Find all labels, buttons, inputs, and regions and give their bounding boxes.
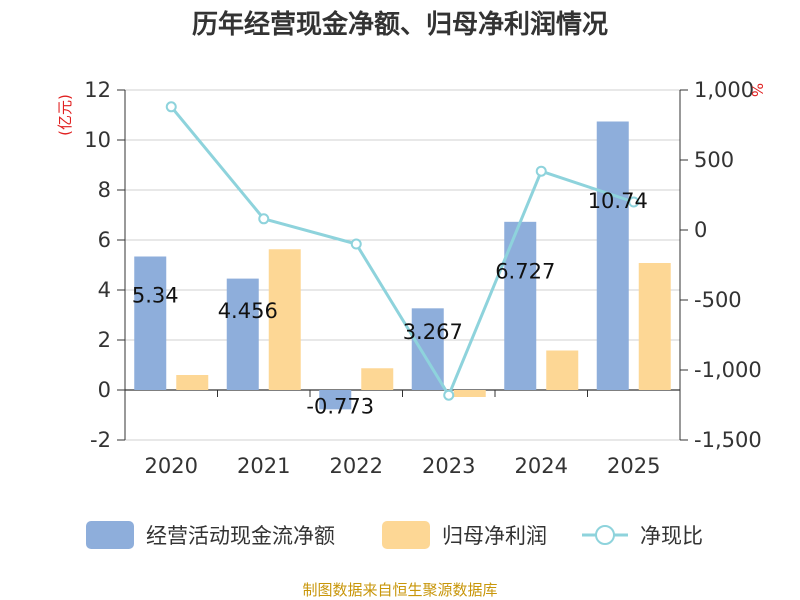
category-label: 2021 bbox=[237, 454, 290, 478]
legend-swatch-net-profit bbox=[382, 521, 430, 549]
left-tick-label: 2 bbox=[98, 328, 111, 352]
line-point bbox=[258, 213, 270, 225]
left-tick-label: 4 bbox=[98, 278, 111, 302]
legend[interactable]: 经营活动现金流净额 归母净利润 净现比 bbox=[86, 521, 703, 549]
left-tick-label: -2 bbox=[90, 428, 111, 452]
right-tick-label: -1,500 bbox=[694, 428, 762, 452]
bar-data-label: 5.34 bbox=[132, 284, 179, 308]
data-labels: 5.34 4.456 -0.773 3.267 6.727 10.74 bbox=[132, 189, 648, 418]
bar bbox=[546, 350, 579, 390]
left-tick-label: 12 bbox=[84, 78, 111, 102]
bar-data-label: 3.267 bbox=[403, 320, 463, 344]
legend-swatch-operating-cash bbox=[86, 521, 134, 549]
bar-data-label: 6.727 bbox=[495, 259, 555, 283]
line-point bbox=[535, 165, 547, 177]
category-label: 2020 bbox=[145, 454, 198, 478]
bars bbox=[134, 121, 671, 410]
legend-label-ratio: 净现比 bbox=[640, 524, 703, 548]
legend-label-net-profit: 归母净利润 bbox=[442, 524, 547, 548]
category-label: 2024 bbox=[515, 454, 568, 478]
legend-marker-ratio bbox=[595, 525, 615, 545]
bar-data-label: 4.456 bbox=[218, 299, 278, 323]
category-label: 2022 bbox=[330, 454, 383, 478]
bar bbox=[134, 256, 167, 390]
right-tick-label: 1,000 bbox=[694, 78, 754, 102]
bar bbox=[226, 278, 259, 390]
bar bbox=[638, 263, 671, 390]
bar bbox=[176, 375, 209, 390]
right-axis-unit: % bbox=[748, 83, 766, 97]
bar bbox=[361, 368, 394, 390]
left-tick-label: 10 bbox=[84, 128, 111, 152]
line-point bbox=[350, 238, 362, 250]
legend-label-operating-cash: 经营活动现金流净额 bbox=[146, 524, 335, 548]
left-axis-unit: (亿元) bbox=[56, 94, 74, 136]
right-tick-label: 500 bbox=[694, 148, 734, 172]
bar bbox=[268, 249, 301, 390]
bar-data-label: 10.74 bbox=[588, 189, 648, 213]
source-note: 制图数据来自恒生聚源数据库 bbox=[302, 581, 497, 599]
axes: -2 0 2 4 6 8 10 12 -1,500 -1,000 -500 0 500 1,000 (亿元)… bbox=[56, 78, 766, 478]
left-tick-label: 0 bbox=[98, 378, 111, 402]
line-path bbox=[170, 105, 635, 397]
bar bbox=[453, 390, 486, 397]
right-tick-label: -1,000 bbox=[694, 358, 762, 382]
category-label: 2023 bbox=[422, 454, 475, 478]
bar bbox=[596, 121, 629, 390]
right-tick-label: 0 bbox=[694, 218, 707, 242]
left-tick-label: 6 bbox=[98, 228, 111, 252]
line-point bbox=[165, 101, 177, 113]
right-tick-label: -500 bbox=[694, 288, 742, 312]
left-tick-label: 8 bbox=[98, 178, 111, 202]
category-label: 2025 bbox=[607, 454, 660, 478]
bar-data-label: -0.773 bbox=[306, 394, 374, 418]
line-series bbox=[165, 101, 640, 401]
line-point bbox=[628, 196, 640, 208]
chart-title: 历年经营现金净额、归母净利润情况 bbox=[192, 9, 608, 40]
bar bbox=[319, 390, 352, 410]
line-point bbox=[443, 389, 455, 401]
